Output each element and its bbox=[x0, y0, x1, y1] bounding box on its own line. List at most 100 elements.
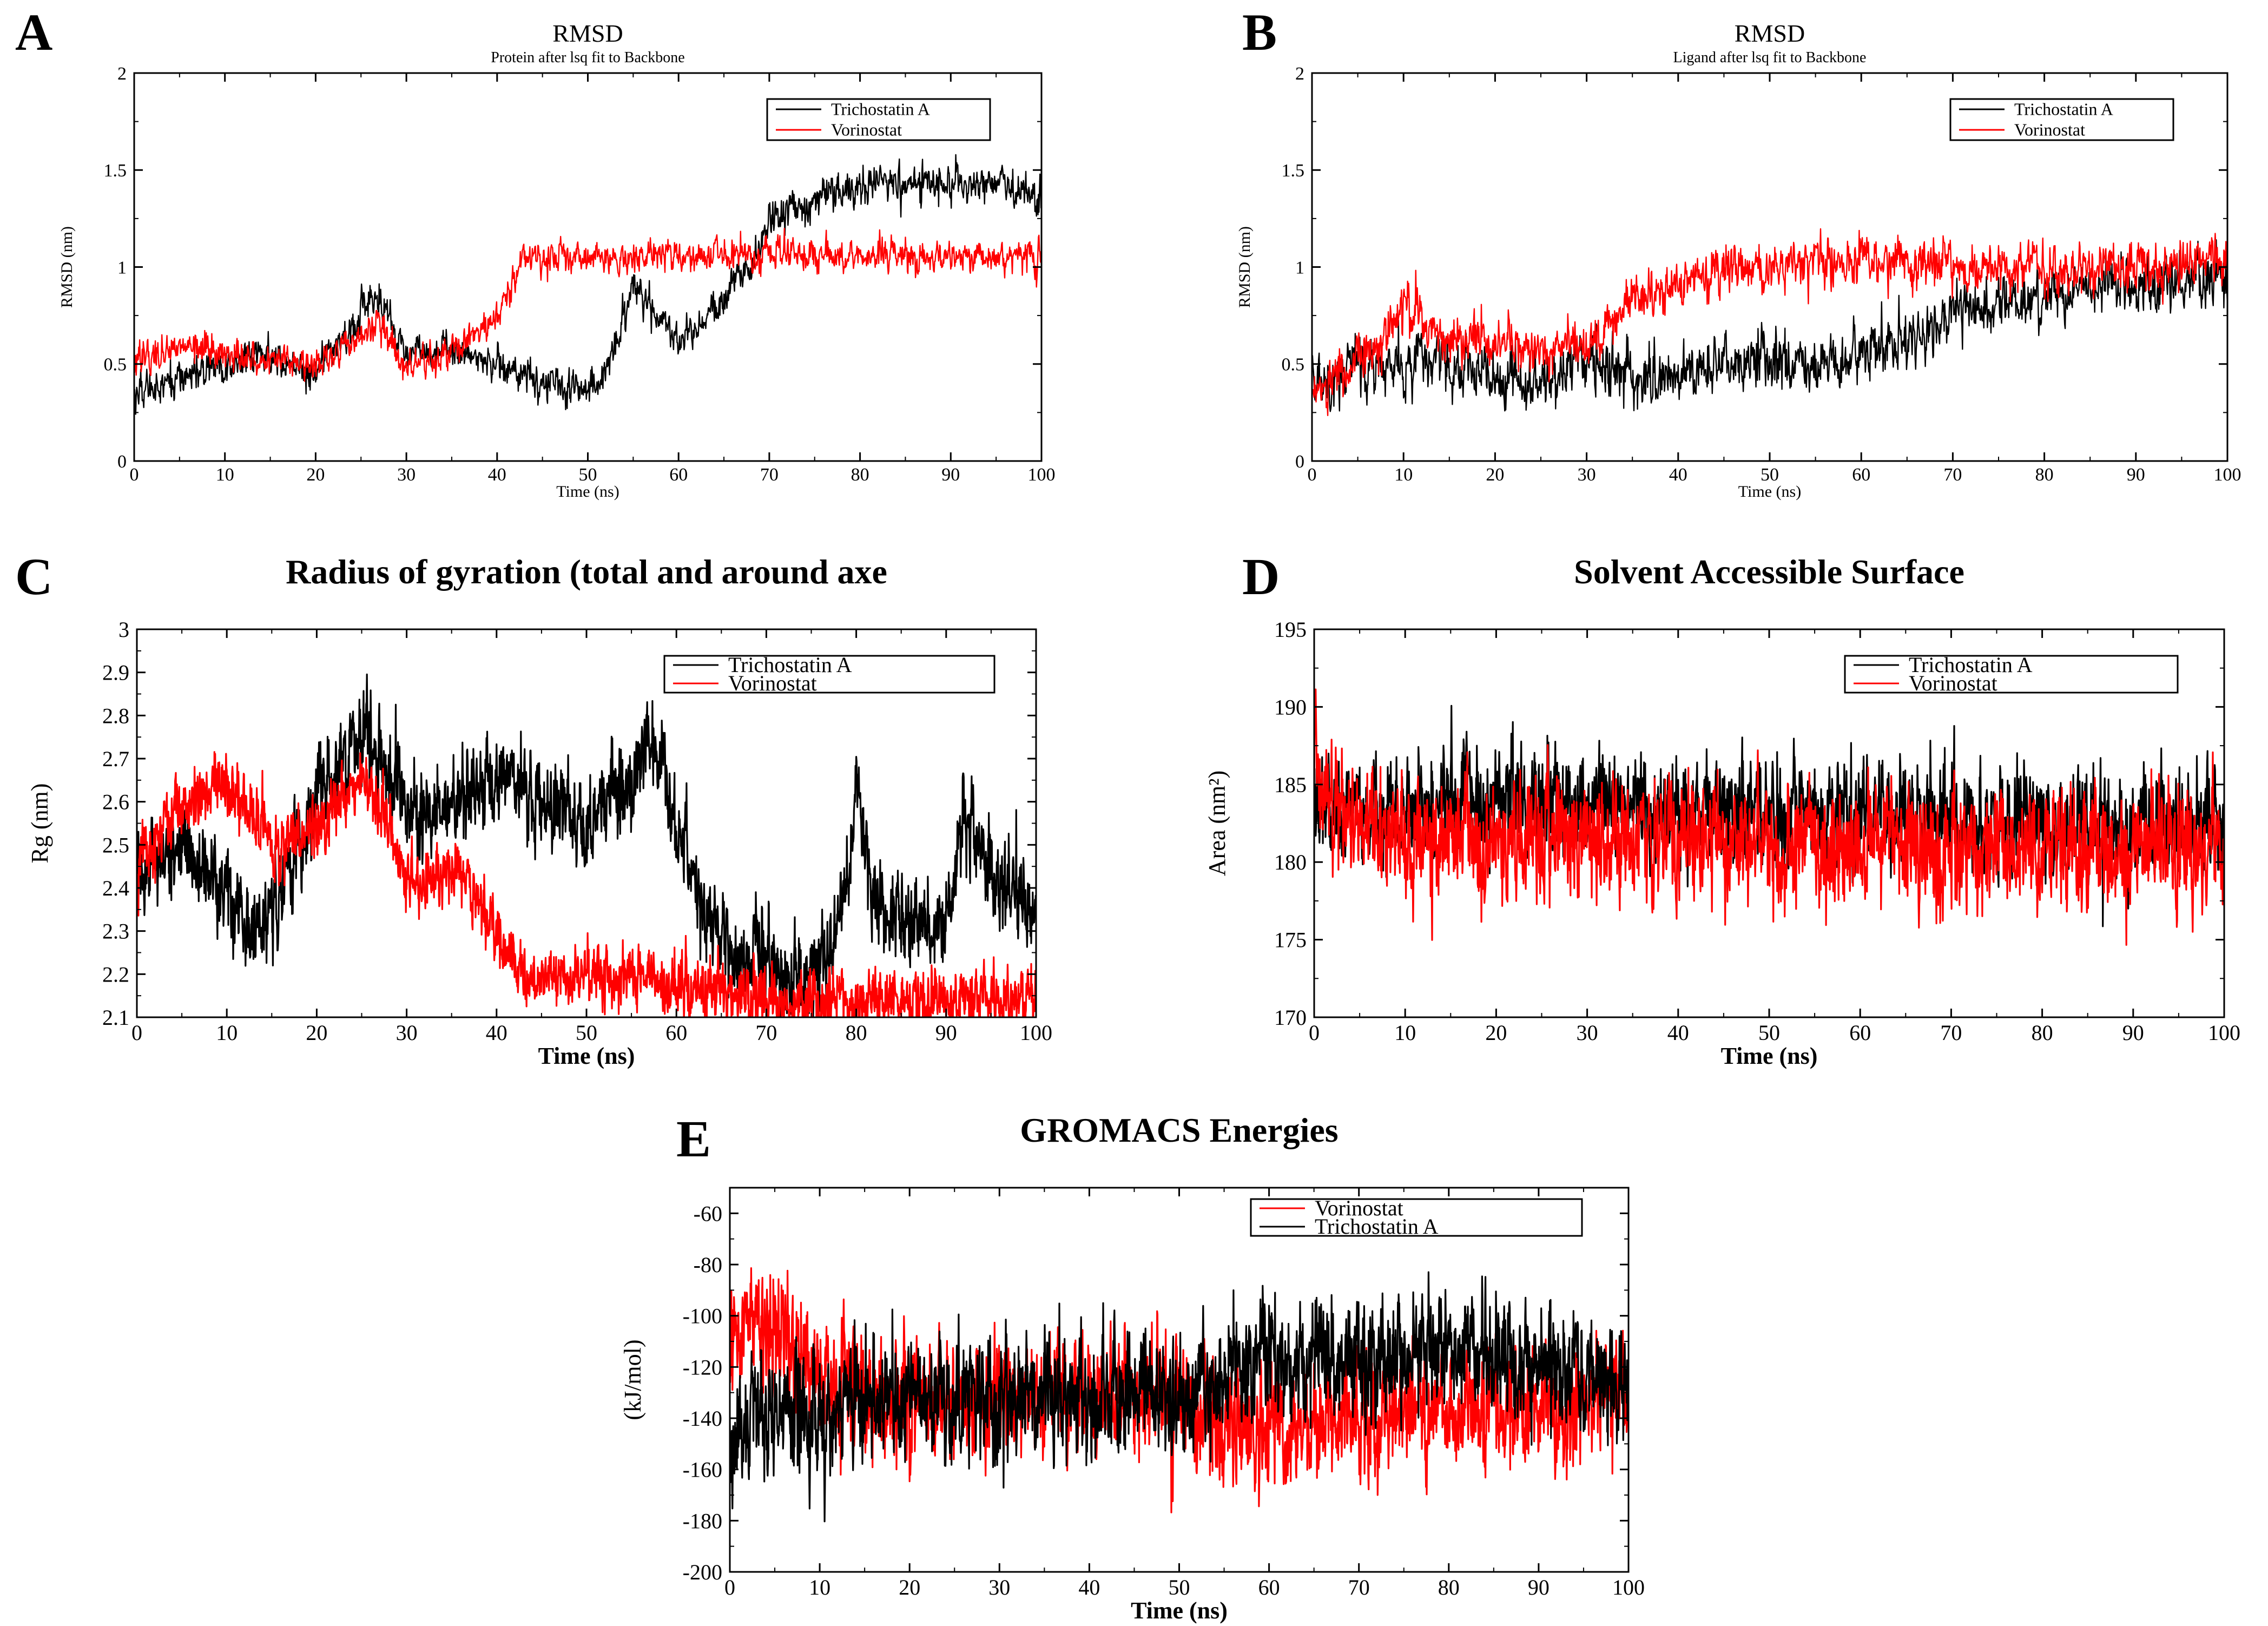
y-tick-label: -120 bbox=[683, 1355, 722, 1379]
x-tick-label: 80 bbox=[2032, 1021, 2053, 1045]
series-line-trichostatin-a bbox=[730, 1271, 1629, 1523]
x-tick-label: 90 bbox=[2122, 1021, 2144, 1045]
x-tick-label: 60 bbox=[1849, 1021, 1871, 1045]
x-tick-label: 30 bbox=[988, 1575, 1010, 1599]
y-tick-label: 1.5 bbox=[104, 161, 127, 181]
y-tick-label: 170 bbox=[1274, 1005, 1307, 1030]
panel-label-b: B bbox=[1242, 3, 1277, 61]
plot-area bbox=[1312, 228, 2227, 416]
x-tick-label: 20 bbox=[1485, 1021, 1507, 1045]
x-tick-label: 80 bbox=[2035, 465, 2054, 485]
legend-box bbox=[663, 655, 995, 694]
x-tick-label: 100 bbox=[2214, 465, 2241, 485]
y-tick-label: 2 bbox=[1295, 64, 1304, 84]
x-tick-label: 0 bbox=[131, 1021, 142, 1045]
x-tick-label: 20 bbox=[306, 1021, 327, 1045]
y-tick-label: -180 bbox=[683, 1509, 722, 1533]
x-tick-label: 70 bbox=[1940, 1021, 1962, 1045]
x-tick-label: 50 bbox=[1761, 465, 1779, 485]
y-tick-label: 1 bbox=[1295, 258, 1304, 278]
x-tick-label: 50 bbox=[1169, 1575, 1190, 1599]
series-line-vorinostat bbox=[1314, 688, 2224, 946]
x-tick-label: 100 bbox=[1612, 1575, 1645, 1599]
series-line-trichostatin-a bbox=[1314, 705, 2224, 927]
x-tick-label: 70 bbox=[755, 1021, 777, 1045]
x-tick-label: 70 bbox=[1348, 1575, 1370, 1599]
x-axis-label: Time (ns) bbox=[556, 483, 619, 501]
y-axis-label: (kJ/mol) bbox=[619, 1339, 646, 1420]
x-tick-label: 40 bbox=[1669, 465, 1687, 485]
x-tick-label: 60 bbox=[1258, 1575, 1280, 1599]
y-tick-label: 2.6 bbox=[102, 790, 129, 814]
x-tick-label: 20 bbox=[306, 465, 325, 485]
chart-title: RMSD bbox=[1735, 19, 1805, 47]
y-tick-label: 180 bbox=[1274, 850, 1307, 874]
x-tick-label: 10 bbox=[216, 465, 234, 485]
legend-box bbox=[766, 98, 991, 141]
legend-label: Vorinostat bbox=[728, 671, 817, 695]
x-tick-label: 80 bbox=[846, 1021, 867, 1045]
y-tick-label: 2.7 bbox=[102, 747, 129, 771]
chart-panel-c: C Radius of gyration (total and around ax… bbox=[15, 548, 1052, 1069]
series-line-trichostatin-a bbox=[1312, 239, 2227, 412]
legend-box bbox=[1250, 1198, 1583, 1237]
y-tick-label: 1 bbox=[117, 258, 127, 278]
chart-subtitle: Protein after lsq fit to Backbone bbox=[491, 49, 684, 66]
panel-label-c: C bbox=[15, 548, 52, 605]
x-tick-label: 10 bbox=[1394, 465, 1413, 485]
x-tick-label: 40 bbox=[486, 1021, 507, 1045]
legend-label: Trichostatin A bbox=[1315, 1214, 1439, 1239]
y-axis-label: Rg (nm) bbox=[27, 784, 53, 864]
chart-title: RMSD bbox=[552, 19, 623, 47]
x-tick-label: 70 bbox=[1943, 465, 1962, 485]
x-tick-label: 10 bbox=[1394, 1021, 1416, 1045]
y-tick-label: 0 bbox=[117, 452, 127, 472]
x-tick-label: 90 bbox=[1528, 1575, 1550, 1599]
y-tick-label: 190 bbox=[1274, 695, 1307, 719]
series-line-vorinostat bbox=[137, 751, 1036, 1017]
legend-label: Vorinostat bbox=[1315, 1196, 1403, 1220]
y-axis-label: RMSD (nm) bbox=[1236, 226, 1254, 308]
panel-label-d: D bbox=[1242, 548, 1280, 605]
x-tick-label: 30 bbox=[1577, 1021, 1598, 1045]
x-tick-label: 10 bbox=[216, 1021, 238, 1045]
y-tick-label: -200 bbox=[683, 1560, 722, 1584]
chart-title: GROMACS Energies bbox=[1020, 1111, 1338, 1149]
x-tick-label: 30 bbox=[396, 1021, 418, 1045]
y-tick-label: 3 bbox=[118, 617, 129, 642]
x-tick-label: 40 bbox=[488, 465, 506, 485]
x-tick-label: 80 bbox=[851, 465, 869, 485]
plot-area bbox=[137, 673, 1036, 1017]
x-tick-label: 30 bbox=[397, 465, 416, 485]
x-tick-label: 40 bbox=[1078, 1575, 1100, 1599]
plot-area bbox=[134, 154, 1041, 415]
series-line-vorinostat bbox=[134, 228, 1041, 382]
legend-label: Trichostatin A bbox=[2014, 100, 2113, 119]
y-tick-label: -80 bbox=[694, 1253, 722, 1277]
y-tick-label: 2 bbox=[117, 64, 127, 84]
panel-label-a: A bbox=[15, 3, 52, 61]
x-tick-label: 0 bbox=[724, 1575, 735, 1599]
panel-label-e: E bbox=[676, 1110, 711, 1168]
legend-box bbox=[1844, 655, 2179, 694]
y-tick-label: 0.5 bbox=[1282, 355, 1305, 375]
x-tick-label: 30 bbox=[1578, 465, 1596, 485]
x-tick-label: 50 bbox=[576, 1021, 597, 1045]
x-tick-label: 80 bbox=[1438, 1575, 1460, 1599]
y-tick-label: -100 bbox=[683, 1304, 722, 1328]
x-tick-label: 20 bbox=[899, 1575, 920, 1599]
x-tick-label: 90 bbox=[935, 1021, 957, 1045]
x-axis-label: Time (ns) bbox=[538, 1043, 635, 1069]
y-tick-label: 2.2 bbox=[102, 962, 129, 986]
x-axis-label: Time (ns) bbox=[1721, 1043, 1818, 1069]
x-tick-label: 70 bbox=[760, 465, 779, 485]
legend-label: Vorinostat bbox=[1909, 671, 1997, 695]
y-tick-label: 1.5 bbox=[1282, 161, 1305, 181]
x-axis-label: Time (ns) bbox=[1131, 1597, 1228, 1624]
x-tick-label: 0 bbox=[1308, 465, 1317, 485]
legend-label: Trichostatin A bbox=[1909, 653, 2033, 677]
y-tick-label: 175 bbox=[1274, 928, 1307, 952]
chart-title: Solvent Accessible Surface bbox=[1574, 552, 1964, 591]
y-tick-label: 185 bbox=[1274, 773, 1307, 797]
